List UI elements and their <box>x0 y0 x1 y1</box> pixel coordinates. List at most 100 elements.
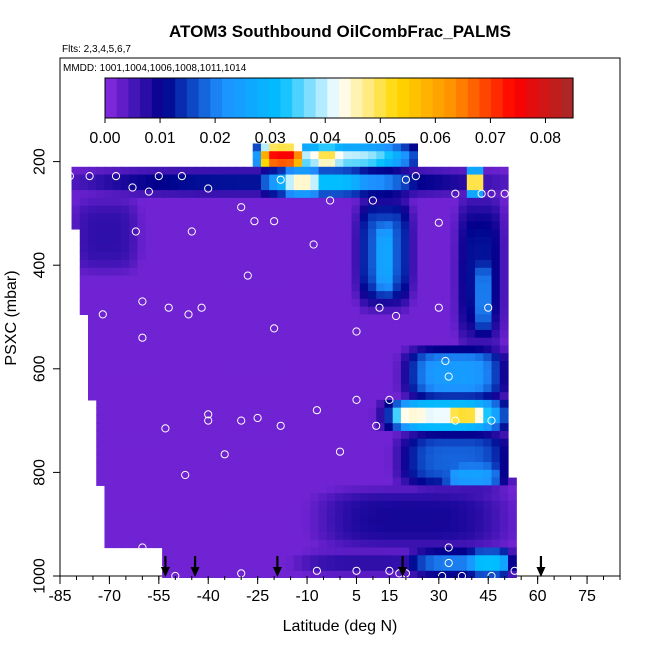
heatmap-cell <box>153 516 163 525</box>
heatmap-cell <box>112 291 122 300</box>
heatmap-cell <box>326 143 336 152</box>
heatmap-cell <box>318 446 328 455</box>
heatmap-cell <box>104 174 114 183</box>
heatmap-cell <box>302 353 311 362</box>
heatmap-cell <box>162 547 171 556</box>
heatmap-cell <box>475 337 484 347</box>
heatmap-cell <box>442 570 451 578</box>
heatmap-cell <box>252 190 262 199</box>
heatmap-cell <box>368 337 377 347</box>
heatmap-cell <box>145 415 155 424</box>
heatmap-cell <box>153 182 163 191</box>
heatmap-cell <box>219 555 229 564</box>
sample-point <box>411 172 420 181</box>
heatmap-cell <box>203 500 213 510</box>
heatmap-cell <box>302 314 311 323</box>
heatmap-cell <box>310 407 320 417</box>
heatmap-cell <box>186 166 196 176</box>
heatmap-cell <box>302 407 311 417</box>
heatmap-cell <box>170 291 180 300</box>
sample-point <box>270 324 279 333</box>
heatmap-cell <box>162 329 171 339</box>
heatmap-cell <box>112 384 122 393</box>
heatmap-cell <box>137 500 147 510</box>
heatmap-cell <box>178 376 188 385</box>
heatmap-cell <box>499 423 509 432</box>
heatmap-cell <box>400 392 410 401</box>
heatmap-cell <box>260 361 270 370</box>
heatmap-cell <box>475 244 484 253</box>
heatmap-cell <box>219 508 229 518</box>
heatmap-cell <box>400 430 410 440</box>
heatmap-cell <box>104 454 114 463</box>
heatmap-cell <box>491 430 501 440</box>
heatmap-cell <box>211 485 221 494</box>
heatmap-cell <box>335 547 344 556</box>
heatmap-cell <box>244 399 254 409</box>
heatmap-cell <box>277 197 287 207</box>
heatmap-cell <box>359 143 369 152</box>
heatmap-cell <box>343 361 353 370</box>
heatmap-cell <box>277 407 287 417</box>
heatmap-cell <box>178 462 188 471</box>
heatmap-cell <box>88 322 97 331</box>
heatmap-cell <box>112 329 122 339</box>
sample-point <box>197 303 206 312</box>
heatmap-cell <box>153 500 163 510</box>
heatmap-cell <box>368 438 377 448</box>
heatmap-cell <box>195 423 204 432</box>
heatmap-cell <box>96 392 106 401</box>
heatmap-cell <box>335 430 344 440</box>
heatmap-cell <box>326 244 336 253</box>
heatmap-cell <box>392 244 402 253</box>
heatmap-cell <box>368 508 377 518</box>
heatmap-cell <box>219 516 229 525</box>
heatmap-cell <box>112 182 122 191</box>
heatmap-cell <box>260 524 270 533</box>
heatmap-cell <box>466 430 476 440</box>
heatmap-cell <box>112 454 122 463</box>
heatmap-cell <box>137 213 147 222</box>
heatmap-cell <box>285 493 295 502</box>
heatmap-cell <box>425 462 435 471</box>
heatmap-cell <box>170 182 180 191</box>
heatmap-cell <box>368 524 377 533</box>
heatmap-cell <box>211 539 221 549</box>
heatmap-cell <box>252 260 262 269</box>
heatmap-cell <box>120 337 130 347</box>
heatmap-cell <box>376 376 386 385</box>
colorbar-cell <box>128 78 141 118</box>
heatmap-cell <box>343 322 353 331</box>
heatmap-cell <box>376 384 386 393</box>
heatmap-cell <box>302 236 311 246</box>
heatmap-cell <box>335 415 344 424</box>
heatmap-cell <box>162 345 171 354</box>
heatmap-cell <box>285 430 295 440</box>
heatmap-cell <box>269 361 279 370</box>
heatmap-cell <box>211 462 221 471</box>
heatmap-cell <box>417 384 427 393</box>
heatmap-cell <box>96 306 106 316</box>
heatmap-cell <box>137 485 147 494</box>
heatmap-cell <box>491 368 501 378</box>
heatmap-cell <box>203 314 213 323</box>
heatmap-cell <box>335 423 344 432</box>
heatmap-cell <box>491 563 501 572</box>
heatmap-cell <box>219 423 229 432</box>
heatmap-cell <box>252 469 262 479</box>
heatmap-cell <box>145 353 155 362</box>
heatmap-cell <box>104 166 114 176</box>
heatmap-cell <box>277 516 287 525</box>
colorbar-cell <box>537 78 551 118</box>
heatmap-cell <box>228 469 237 479</box>
heatmap-cell <box>285 477 295 486</box>
heatmap-cell <box>203 524 213 533</box>
heatmap-cell <box>368 322 377 331</box>
heatmap-cell <box>326 399 336 409</box>
heatmap-cell <box>442 182 451 191</box>
heatmap-cell <box>384 345 394 354</box>
heatmap-cell <box>211 228 221 238</box>
heatmap-cell <box>359 337 369 347</box>
heatmap-cell <box>112 298 122 308</box>
heatmap-cell <box>409 516 419 525</box>
